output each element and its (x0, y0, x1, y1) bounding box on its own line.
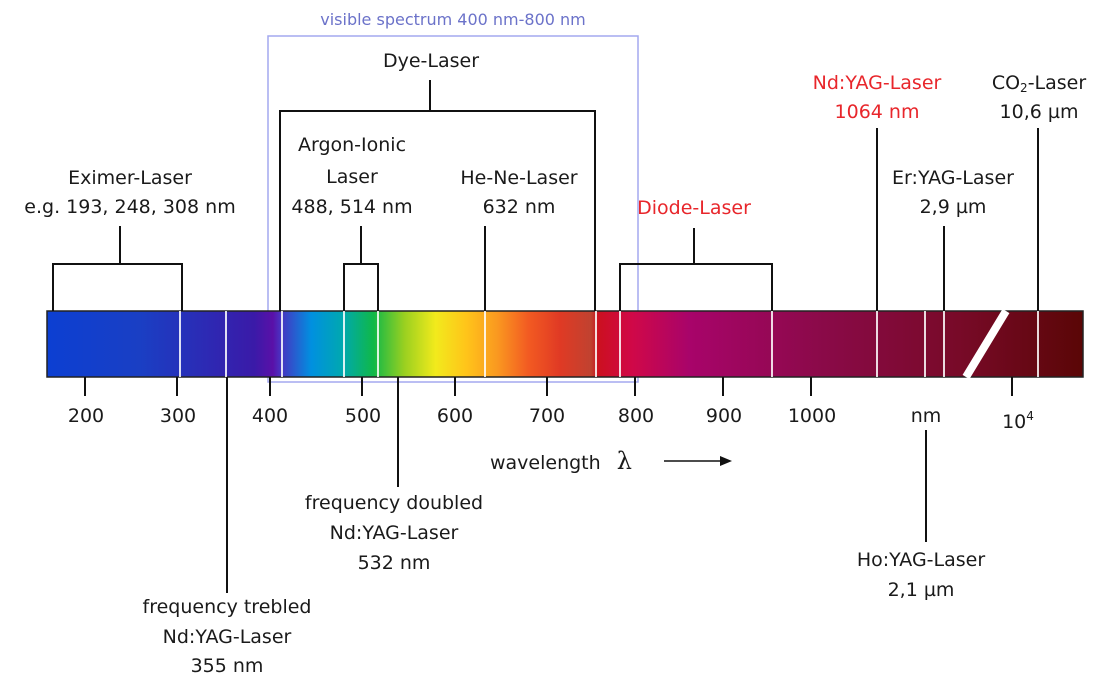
spectrum-bar (46, 310, 1084, 378)
axis-break-mark (962, 308, 1010, 380)
tick-label-600: 600 (436, 405, 474, 427)
argon-laser-label-line1: Argon-Ionic (297, 134, 407, 156)
tick-label-900: 900 (705, 405, 743, 427)
visible-spectrum-label: visible spectrum 400 nm-800 nm (320, 10, 586, 29)
freq-doubled-wavelength: 532 nm (357, 552, 431, 574)
freq-trebled-label-line2: Nd:YAG-Laser (162, 626, 292, 648)
eryag-laser-wavelength: 2,9 µm (919, 196, 987, 218)
tick-label-1000: 1000 (787, 405, 837, 427)
diode-laser-label: Diode-Laser (637, 197, 751, 219)
wavelength-axis-label: wavelength λ (490, 447, 632, 475)
ndyag-laser-label: Nd:YAG-Laser (812, 72, 942, 94)
tick-label-400: 400 (251, 405, 289, 427)
tick-label-700: 700 (528, 405, 566, 427)
eximer-laser-wavelengths: e.g. 193, 248, 308 nm (24, 196, 236, 218)
freq-trebled-wavelength: 355 nm (190, 655, 264, 677)
tick-label-10-power-4: 104 (1002, 409, 1034, 433)
freq-doubled-label-line2: Nd:YAG-Laser (329, 522, 459, 544)
co2-laser-label: CO2-Laser (991, 72, 1087, 95)
hoyag-laser-wavelength: 2,1 µm (887, 579, 955, 601)
axis-unit-nm: nm (910, 405, 942, 427)
visible-spectrum-box (267, 35, 639, 383)
eryag-laser-label: Er:YAG-Laser (892, 167, 1014, 189)
tick-label-800: 800 (617, 405, 655, 427)
tick-label-500: 500 (344, 405, 382, 427)
eximer-laser-label: Eximer-Laser (68, 167, 192, 189)
lambda-symbol: λ (616, 447, 632, 475)
ndyag-laser-wavelength: 1064 nm (834, 101, 920, 123)
laser-leader-lines (52, 80, 1039, 593)
argon-laser-wavelength: 488, 514 nm (291, 196, 413, 218)
hene-laser-label: He-Ne-Laser (460, 167, 578, 189)
spectrum-separators (179, 311, 1039, 377)
argon-laser-label-line2: Laser (326, 166, 378, 188)
hoyag-laser-label: Ho:YAG-Laser (856, 549, 986, 571)
co2-laser-wavelength: 10,6 µm (999, 101, 1079, 123)
freq-trebled-label-line1: frequency trebled (142, 596, 312, 618)
axis-ticks (84, 377, 1013, 396)
tick-label-200: 200 (67, 405, 105, 427)
wavelength-arrow (664, 456, 732, 466)
freq-doubled-label-line1: frequency doubled (304, 492, 484, 514)
tick-label-300: 300 (159, 405, 197, 427)
dye-laser-label: Dye-Laser (382, 50, 480, 72)
hene-laser-wavelength: 632 nm (482, 196, 556, 218)
